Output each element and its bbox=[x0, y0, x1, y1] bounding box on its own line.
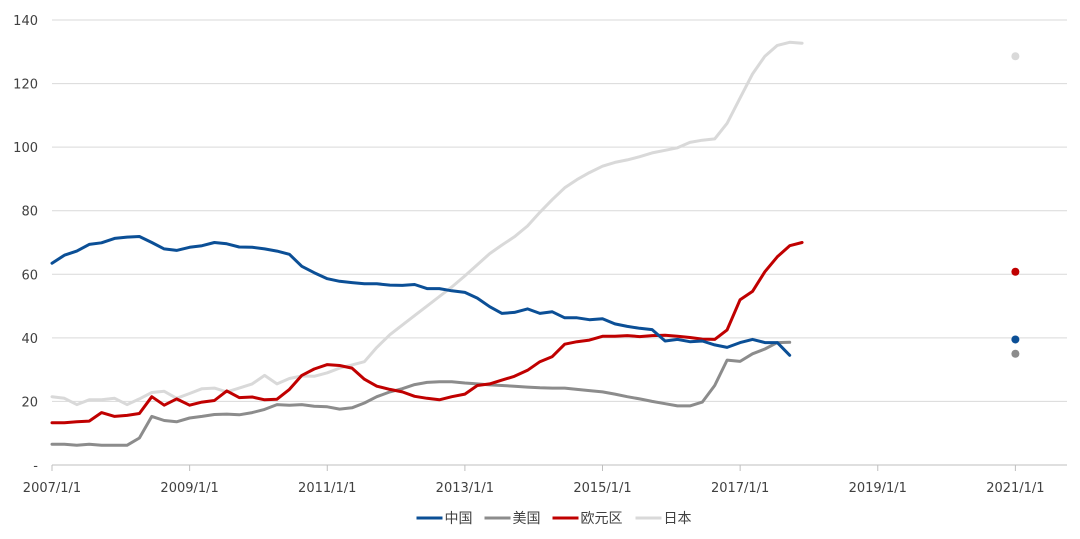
axes: - 20 40 60 80 100 120 140 2007/1/1 2009/1/1 2011/1… bbox=[13, 14, 1067, 496]
series-marker-3 bbox=[1011, 52, 1020, 61]
legend-item-3: 日本 bbox=[635, 511, 692, 527]
y-tick-label: 40 bbox=[21, 332, 38, 347]
series-marker-1 bbox=[1011, 349, 1020, 358]
series-markers bbox=[1011, 52, 1020, 358]
y-tick-label: 20 bbox=[21, 395, 38, 410]
series-line-1 bbox=[50, 340, 792, 447]
legend-item-1: 美国 bbox=[484, 511, 541, 527]
series-marker-0 bbox=[1011, 335, 1020, 344]
x-tick-label: 2021/1/1 bbox=[986, 481, 1044, 496]
legend: 中国 美国 欧元区 日本 bbox=[416, 511, 692, 527]
x-tick-label: 2013/1/1 bbox=[436, 481, 494, 496]
legend-label: 美国 bbox=[513, 511, 541, 527]
series-marker-2 bbox=[1011, 267, 1020, 276]
y-tick-label: - bbox=[33, 459, 38, 474]
legend-item-2: 欧元区 bbox=[552, 511, 623, 527]
x-tick-label: 2007/1/1 bbox=[23, 481, 81, 496]
x-tick-label: 2009/1/1 bbox=[160, 481, 218, 496]
legend-label: 中国 bbox=[445, 511, 473, 527]
legend-label: 欧元区 bbox=[581, 511, 623, 527]
y-tick-label: 100 bbox=[13, 141, 38, 156]
grid bbox=[52, 19, 1067, 402]
legend-item-0: 中国 bbox=[416, 511, 473, 527]
x-tick-label: 2015/1/1 bbox=[573, 481, 631, 496]
y-tick-label: 60 bbox=[21, 268, 38, 283]
series-line-0 bbox=[50, 235, 792, 357]
series-line-3 bbox=[50, 40, 804, 407]
y-tick-label: 140 bbox=[13, 14, 38, 29]
x-tick-label: 2011/1/1 bbox=[298, 481, 356, 496]
series-lines bbox=[50, 40, 804, 447]
y-tick-label: 80 bbox=[21, 205, 38, 220]
y-tick-label: 120 bbox=[13, 78, 38, 93]
series-line-2 bbox=[50, 241, 804, 425]
legend-label: 日本 bbox=[664, 511, 692, 527]
x-tick-label: 2019/1/1 bbox=[849, 481, 907, 496]
x-tick-label: 2017/1/1 bbox=[711, 481, 769, 496]
